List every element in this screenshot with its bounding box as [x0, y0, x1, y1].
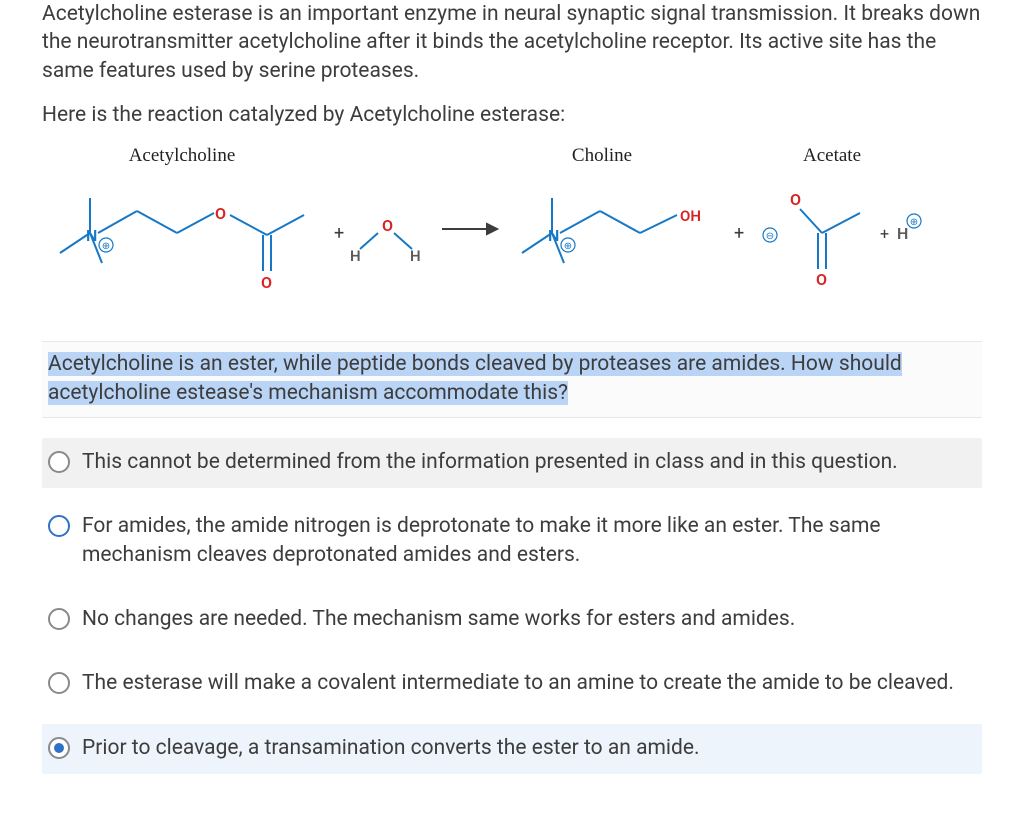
intro-paragraph: Acetylcholine esterase is an important e…	[42, 0, 982, 85]
label-acetate: Acetate	[803, 145, 861, 166]
reaction-diagram: Acetylcholine Choline Acetate N ⊕ O	[42, 143, 982, 313]
atom-o-carbonyl: O	[261, 273, 272, 292]
option-row-3[interactable]: The esterase will make a covalent interm…	[42, 659, 982, 709]
label-acetylcholine: Acetylcholine	[129, 145, 236, 166]
option-text-3: The esterase will make a covalent interm…	[82, 669, 954, 697]
water-h1: H	[350, 247, 361, 265]
water-h2: H	[410, 247, 421, 265]
option-row-4[interactable]: Prior to cleavage, a transamination conv…	[42, 724, 982, 774]
option-text-2: No changes are needed. The mechanism sam…	[82, 605, 795, 633]
choline-n: N	[548, 226, 559, 245]
options-list: This cannot be determined from the infor…	[42, 438, 982, 774]
proton-h: H	[897, 224, 908, 243]
option-row-0[interactable]: This cannot be determined from the infor…	[42, 438, 982, 488]
radio-dot	[54, 743, 64, 753]
option-text-0: This cannot be determined from the infor…	[82, 448, 898, 476]
label-choline: Choline	[572, 145, 632, 166]
atom-n: N	[86, 226, 97, 245]
plus-sign-2: +	[734, 223, 744, 244]
option-text-1: For amides, the amide nitrogen is deprot…	[82, 512, 972, 569]
radio-0[interactable]	[48, 451, 70, 473]
option-row-2[interactable]: No changes are needed. The mechanism sam…	[42, 595, 982, 645]
question-block: Acetylcholine is an ester, while peptide…	[42, 341, 982, 418]
charge-minus: ⊖	[766, 231, 774, 242]
atom-o-ester: O	[215, 204, 226, 223]
radio-2[interactable]	[48, 608, 70, 630]
radio-3[interactable]	[48, 672, 70, 694]
charge-plus-3: ⊕	[910, 217, 918, 228]
option-row-1[interactable]: For amides, the amide nitrogen is deprot…	[42, 502, 982, 581]
reaction-lead: Here is the reaction catalyzed by Acetyl…	[42, 101, 982, 129]
acetate-o1: O	[790, 190, 801, 209]
option-text-4: Prior to cleavage, a transamination conv…	[82, 734, 700, 762]
question-text: Acetylcholine is an ester, while peptide…	[48, 350, 976, 407]
question-highlight: Acetylcholine is an ester, while peptide…	[48, 352, 902, 404]
choline-oh: OH	[680, 207, 701, 225]
plus-h-plus: +	[880, 224, 889, 243]
water-o: O	[382, 216, 393, 235]
acetate-o2: O	[816, 270, 827, 289]
radio-1[interactable]	[48, 515, 70, 537]
plus-sign-1: +	[334, 223, 344, 244]
reaction-svg: Acetylcholine Choline Acetate N ⊕ O	[42, 143, 982, 313]
radio-4[interactable]	[48, 737, 70, 759]
charge-plus-1: ⊕	[102, 241, 110, 252]
charge-plus-2: ⊕	[564, 241, 572, 252]
